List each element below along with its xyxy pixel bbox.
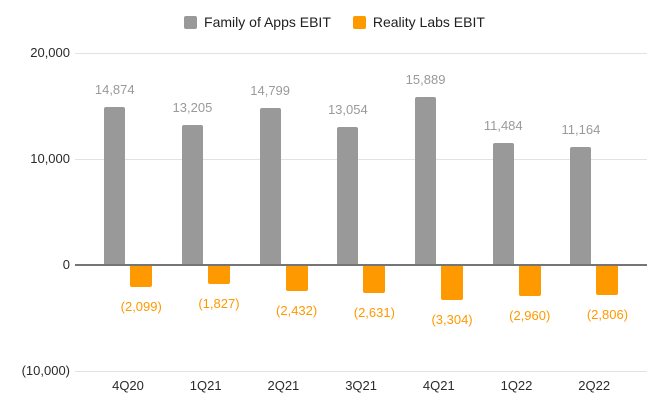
bar-reality-labs-ebit [441, 265, 464, 301]
x-axis-label: 3Q21 [345, 378, 377, 393]
y-axis-label: 10,000 [30, 151, 70, 166]
x-axis-label: 4Q20 [112, 378, 144, 393]
x-axis-label: 2Q21 [267, 378, 300, 393]
gridline [75, 158, 647, 160]
bar-value-label-reality-labs: (1,827) [198, 296, 240, 312]
bar-family-of-apps-ebit [181, 125, 203, 265]
bar-value-label-family-of-apps: 15,889 [405, 71, 446, 87]
bar-family-of-apps-ebit [570, 146, 592, 265]
gridline [75, 370, 647, 372]
bar-reality-labs-ebit [596, 265, 619, 295]
bar-reality-labs-ebit [207, 265, 230, 285]
x-axis-label: 4Q21 [422, 378, 455, 393]
bar-family-of-apps-ebit [104, 107, 126, 265]
bar-reality-labs-ebit [518, 265, 541, 297]
legend-label: Reality Labs EBIT [372, 14, 485, 30]
bar-value-label-reality-labs: (2,432) [276, 302, 318, 318]
gridline [75, 52, 647, 54]
legend-label: Family of Apps EBIT [204, 14, 331, 30]
bar-family-of-apps-ebit [492, 143, 514, 265]
chart-legend: Family of Apps EBIT Reality Labs EBIT [0, 14, 669, 30]
bar-value-label-reality-labs: (2,960) [509, 308, 551, 324]
bar-value-label-family-of-apps: 14,799 [250, 83, 291, 99]
bar-reality-labs-ebit [285, 265, 308, 291]
y-axis-label: 20,000 [30, 45, 70, 60]
legend-item: Reality Labs EBIT [352, 14, 485, 30]
bar-value-label-reality-labs: (3,304) [431, 312, 473, 328]
bar-value-label-reality-labs: (2,099) [120, 299, 162, 315]
bar-family-of-apps-ebit [259, 108, 281, 265]
bar-value-label-reality-labs: (2,806) [586, 306, 629, 322]
y-axis-label: 0 [62, 257, 70, 272]
x-axis-label: 2Q22 [578, 378, 611, 393]
x-axis-label: 1Q21 [189, 378, 222, 393]
y-axis-label: (10,000) [21, 363, 70, 378]
bar-family-of-apps-ebit [337, 126, 359, 265]
bar-value-label-family-of-apps: 13,054 [327, 101, 368, 117]
bar-value-label-family-of-apps: 11,484 [483, 118, 523, 134]
bar-value-label-family-of-apps: 13,205 [172, 100, 213, 116]
legend-item: Family of Apps EBIT [184, 14, 331, 30]
bar-value-label-family-of-apps: 11,164 [561, 121, 601, 137]
bar-family-of-apps-ebit [415, 96, 437, 265]
legend-swatch-icon [184, 15, 198, 29]
zero-axis-line [75, 264, 647, 266]
bar-value-label-family-of-apps: 14,874 [94, 82, 135, 98]
legend-swatch-icon [352, 15, 366, 29]
x-axis-label: 1Q22 [500, 378, 533, 393]
bar-value-label-reality-labs: (2,631) [353, 304, 395, 320]
bar-reality-labs-ebit [130, 265, 153, 288]
bar-reality-labs-ebit [363, 265, 386, 293]
